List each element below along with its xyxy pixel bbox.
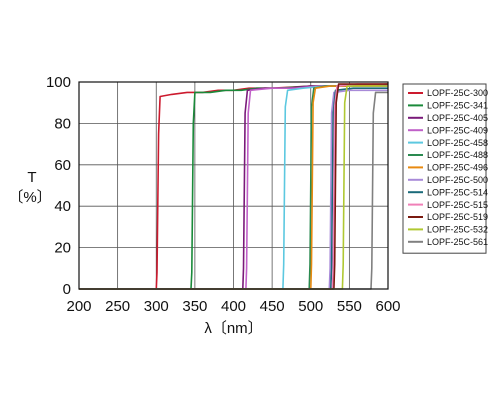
x-tick-label: 350 — [182, 298, 207, 315]
legend-entry: LOPF-25C-488 — [427, 150, 488, 160]
y-tick-label: 0 — [63, 281, 71, 298]
y-tick-label: 40 — [54, 198, 71, 215]
x-axis-label: λ〔nm〕 — [204, 320, 262, 337]
grid — [79, 82, 388, 289]
legend-entry: LOPF-25C-300 — [427, 88, 488, 98]
plot-frame — [78, 81, 389, 290]
legend-entry: LOPF-25C-409 — [427, 125, 488, 135]
x-tick-labels: 200 250 300 350 400 450 500 550 600 — [66, 298, 400, 315]
legend-entry: LOPF-25C-532 — [427, 225, 488, 235]
x-tick-label: 400 — [221, 298, 246, 315]
legend-entry: LOPF-25C-514 — [427, 187, 488, 197]
legend-entry: LOPF-25C-341 — [427, 101, 488, 111]
legend-entry: LOPF-25C-500 — [427, 175, 488, 185]
series-line-lopf-25c-500 — [79, 89, 388, 290]
x-tick-label: 200 — [66, 298, 91, 315]
y-tick-label: 60 — [54, 157, 71, 174]
series-lines — [79, 83, 389, 290]
legend-entry: LOPF-25C-515 — [427, 200, 488, 210]
y-tick-labels: 0 20 40 60 80 100 — [46, 74, 71, 298]
y-tick-label: 100 — [46, 74, 71, 91]
series-line-lopf-25c-514 — [79, 87, 388, 290]
x-tick-label: 500 — [298, 298, 323, 315]
legend-box — [402, 83, 487, 254]
legend-entry: LOPF-25C-496 — [427, 163, 488, 173]
x-tick-label: 550 — [337, 298, 362, 315]
x-tick-label: 300 — [144, 298, 169, 315]
y-axis-label: T — [27, 169, 36, 186]
x-tick-label: 450 — [260, 298, 285, 315]
legend-entry: LOPF-25C-561 — [427, 237, 488, 247]
x-tick-label: 250 — [105, 298, 130, 315]
x-tick-label: 600 — [375, 298, 400, 315]
y-axis-unit-label: 〔%〕 — [8, 189, 51, 206]
legend-entry: LOPF-25C-458 — [427, 138, 488, 148]
y-tick-label: 20 — [54, 240, 71, 257]
legend-entry: LOPF-25C-405 — [427, 113, 488, 123]
y-tick-label: 80 — [54, 115, 71, 132]
legend-entry: LOPF-25C-519 — [427, 212, 488, 222]
series-line-lopf-25c-496 — [79, 83, 389, 290]
legend-items: LOPF-25C-300 LOPF-25C-341 LOPF-25C-405 LOPF… — [408, 88, 488, 247]
legend: LOPF-25C-300 LOPF-25C-341 LOPF-25C-405 LOPF… — [402, 83, 488, 254]
